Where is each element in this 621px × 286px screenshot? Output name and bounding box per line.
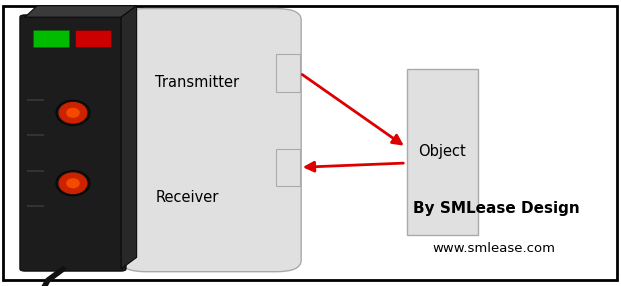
FancyBboxPatch shape: [121, 9, 301, 272]
Bar: [75, 30, 112, 47]
Ellipse shape: [58, 102, 88, 124]
Ellipse shape: [66, 108, 79, 118]
FancyArrowPatch shape: [302, 75, 401, 144]
Ellipse shape: [66, 178, 79, 188]
FancyBboxPatch shape: [20, 15, 126, 271]
Bar: [32, 30, 69, 47]
Text: Object: Object: [419, 144, 466, 159]
Text: Transmitter: Transmitter: [155, 75, 239, 90]
Polygon shape: [25, 6, 137, 17]
Bar: [276, 149, 300, 186]
Ellipse shape: [56, 100, 90, 126]
Ellipse shape: [58, 172, 88, 194]
Text: By SMLease Design: By SMLease Design: [414, 201, 580, 216]
Text: Receiver: Receiver: [155, 190, 219, 205]
Polygon shape: [121, 6, 137, 269]
Ellipse shape: [56, 170, 90, 196]
Bar: [276, 54, 300, 92]
Text: www.smlease.com: www.smlease.com: [432, 242, 555, 255]
FancyArrowPatch shape: [306, 162, 404, 171]
Bar: [407, 69, 478, 235]
